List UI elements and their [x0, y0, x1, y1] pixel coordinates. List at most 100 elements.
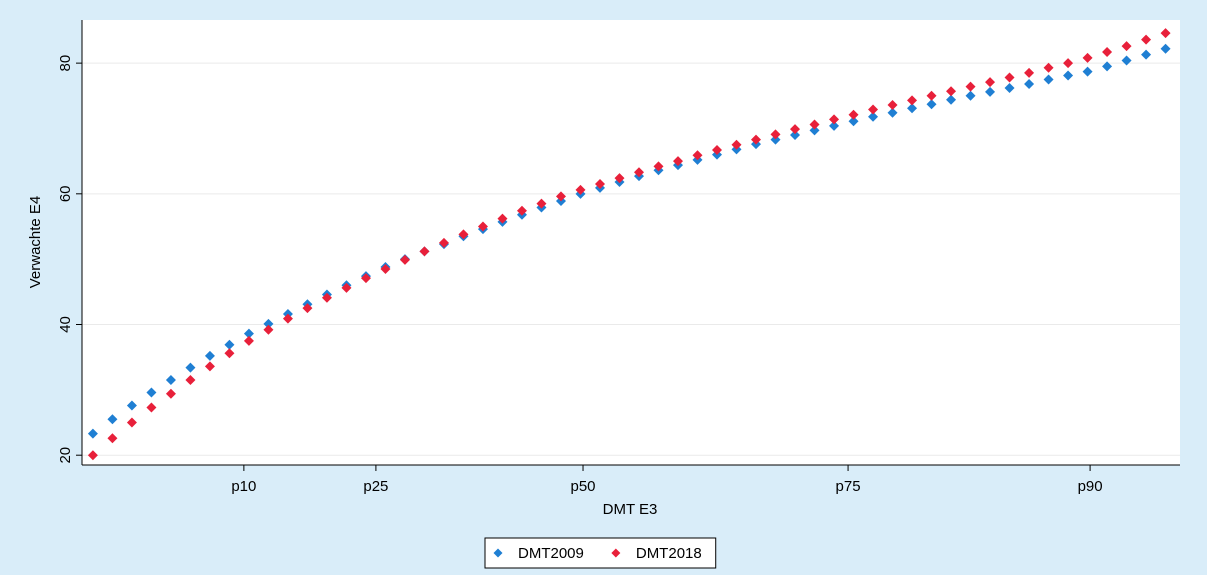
data-point: [126, 417, 137, 428]
data-point: [107, 414, 118, 425]
data-point: [1121, 55, 1132, 66]
data-point: [614, 173, 625, 184]
data-point: [185, 375, 196, 386]
data-point: [224, 339, 235, 350]
legend-label: DMT2009: [518, 545, 584, 562]
data-point: [1102, 61, 1113, 72]
data-point: [243, 328, 254, 339]
legend-marker: [611, 548, 621, 558]
data-point: [477, 221, 488, 232]
x-tick-label: p50: [571, 478, 596, 495]
data-point: [263, 324, 274, 335]
data-point: [536, 198, 547, 209]
data-point: [907, 103, 918, 114]
data-point: [1063, 58, 1074, 69]
data-point: [224, 348, 235, 359]
data-point: [1043, 74, 1054, 85]
data-point: [946, 86, 957, 97]
data-point: [263, 318, 274, 329]
data-point: [712, 145, 723, 156]
data-point: [204, 350, 215, 361]
data-point: [1082, 52, 1093, 63]
legend-label: DMT2018: [636, 545, 702, 562]
data-point: [185, 362, 196, 373]
data-point: [633, 167, 644, 178]
data-point: [341, 282, 352, 293]
data-point: [458, 229, 469, 240]
y-tick-label: 80: [57, 55, 74, 72]
data-point: [907, 95, 918, 106]
data-point: [1160, 28, 1171, 39]
data-point: [829, 120, 840, 131]
data-point: [1102, 47, 1113, 58]
data-point: [790, 124, 801, 135]
data-point: [1043, 62, 1054, 73]
x-axis-label: DMT E3: [603, 501, 658, 518]
data-point: [1141, 34, 1152, 45]
legend: DMT2009 DMT2018: [484, 537, 717, 569]
y-axis-label: Verwachte E4: [27, 196, 44, 289]
data-point: [1121, 41, 1132, 52]
data-point: [360, 273, 371, 284]
data-point: [946, 94, 957, 105]
x-tick-label: p75: [836, 478, 861, 495]
data-point: [868, 104, 879, 115]
legend-box: [484, 537, 717, 569]
data-point: [302, 303, 313, 314]
data-point: [965, 90, 976, 101]
data-point: [575, 184, 586, 195]
data-point: [770, 129, 781, 140]
y-tick-label: 20: [57, 447, 74, 464]
data-point: [926, 90, 937, 101]
data-point: [419, 246, 430, 257]
y-tick-label: 40: [57, 316, 74, 333]
data-point: [399, 254, 410, 265]
data-point: [887, 107, 898, 118]
data-point: [848, 116, 859, 127]
data-point: [692, 150, 703, 161]
data-point: [1004, 72, 1015, 83]
data-point: [926, 99, 937, 110]
data-point: [555, 191, 566, 202]
data-point: [868, 111, 879, 122]
data-point: [731, 139, 742, 150]
data-point: [653, 161, 664, 172]
data-point: [751, 134, 762, 145]
data-point: [126, 400, 137, 411]
data-point: [204, 361, 215, 372]
data-point: [165, 388, 176, 399]
data-point: [985, 77, 996, 88]
data-point: [673, 156, 684, 167]
data-point: [985, 86, 996, 97]
data-point: [1024, 67, 1035, 78]
data-point: [1063, 70, 1074, 81]
data-point: [87, 450, 98, 461]
plot-area: [82, 20, 1180, 465]
data-point: [438, 237, 449, 248]
data-point: [87, 428, 98, 439]
data-point: [809, 125, 820, 136]
data-point: [770, 134, 781, 145]
data-point: [809, 119, 820, 130]
data-point: [165, 375, 176, 386]
data-point: [1004, 82, 1015, 93]
x-tick-label: p25: [363, 478, 388, 495]
data-point: [829, 114, 840, 125]
data-point: [321, 292, 332, 303]
y-tick-label: 60: [57, 185, 74, 202]
data-point: [790, 130, 801, 141]
data-point: [380, 263, 391, 274]
data-point: [1024, 79, 1035, 90]
x-tick-label: p10: [231, 478, 256, 495]
data-point: [965, 81, 976, 92]
legend-marker: [493, 548, 503, 558]
data-point: [516, 205, 527, 216]
x-tick-label: p90: [1078, 478, 1103, 495]
data-point: [594, 179, 605, 190]
data-point: [107, 433, 118, 444]
data-point: [497, 213, 508, 224]
data-point: [146, 387, 157, 398]
data-point: [243, 335, 254, 346]
